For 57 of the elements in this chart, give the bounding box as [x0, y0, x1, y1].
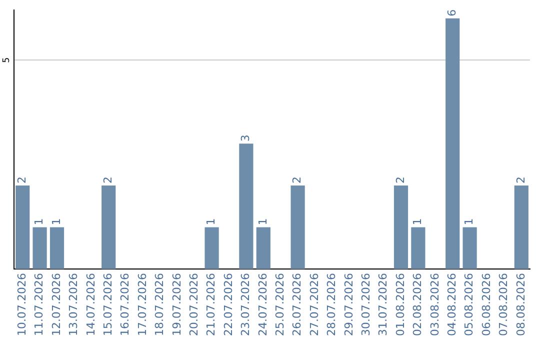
- data-label: 1: [204, 218, 218, 226]
- bar: [256, 227, 270, 270]
- x-tick-label: 07.08.2026: [497, 273, 510, 336]
- bar: [50, 227, 64, 270]
- x-tick-label: 01.08.2026: [394, 273, 407, 336]
- bar: [514, 185, 528, 270]
- bar: [462, 227, 477, 270]
- x-tick-label: 24.07.2026: [256, 273, 270, 336]
- bar: [102, 185, 116, 270]
- bar: [394, 185, 408, 270]
- bar: [239, 144, 254, 270]
- data-label: 2: [15, 176, 28, 184]
- x-tick-label: 03.08.2026: [428, 273, 442, 336]
- x-tick-label: 21.07.2026: [204, 273, 218, 336]
- x-tick-label: 25.07.2026: [273, 273, 286, 336]
- y-tick-label: 5: [2, 57, 12, 63]
- data-label: 3: [239, 134, 252, 142]
- x-tick-label: 18.07.2026: [153, 273, 166, 336]
- data-label: 1: [256, 218, 270, 226]
- x-tick-label: 27.07.2026: [308, 273, 321, 336]
- data-label: 2: [101, 176, 114, 184]
- data-label: 1: [32, 218, 46, 226]
- x-tick-label: 06.08.2026: [480, 273, 493, 336]
- x-tick-label: 16.07.2026: [118, 273, 132, 336]
- bar: [204, 227, 219, 270]
- x-tick-label: 05.08.2026: [462, 273, 476, 336]
- x-tick-label: 13.07.2026: [67, 273, 80, 336]
- x-tick-label: 15.07.2026: [101, 273, 114, 336]
- x-tick-label: 11.07.2026: [32, 273, 46, 336]
- x-tick-label: 31.07.2026: [376, 273, 390, 336]
- data-label: 2: [514, 176, 528, 184]
- x-tick-label: 17.07.2026: [136, 273, 149, 336]
- x-tick-label: 23.07.2026: [239, 273, 252, 336]
- x-tick-label: 29.07.2026: [342, 273, 356, 336]
- bar: [411, 227, 426, 270]
- data-label: 1: [462, 218, 476, 226]
- x-tick-label: 26.07.2026: [290, 273, 304, 336]
- x-tick-label: 04.08.2026: [445, 273, 458, 336]
- bar: [446, 18, 460, 270]
- x-tick-label: 08.08.2026: [514, 273, 528, 336]
- x-tick-label: 12.07.2026: [50, 273, 63, 336]
- bar: [16, 185, 30, 270]
- data-label: 2: [394, 176, 407, 184]
- data-label: 6: [445, 9, 458, 16]
- x-tick-label: 30.07.2026: [359, 273, 372, 336]
- bar: [32, 227, 47, 270]
- x-tick-label: 10.07.2026: [15, 273, 28, 336]
- bar: [290, 185, 305, 270]
- x-tick-label: 20.07.2026: [187, 273, 200, 336]
- data-label: 1: [50, 218, 63, 226]
- x-tick-label: 02.08.2026: [411, 273, 424, 336]
- data-label: 2: [290, 176, 304, 184]
- x-tick-label: 22.07.2026: [222, 273, 235, 336]
- x-tick-label: 19.07.2026: [170, 273, 184, 336]
- data-label: 1: [411, 218, 424, 226]
- x-tick-label: 14.07.2026: [84, 273, 98, 336]
- x-tick-label: 28.07.2026: [325, 273, 338, 336]
